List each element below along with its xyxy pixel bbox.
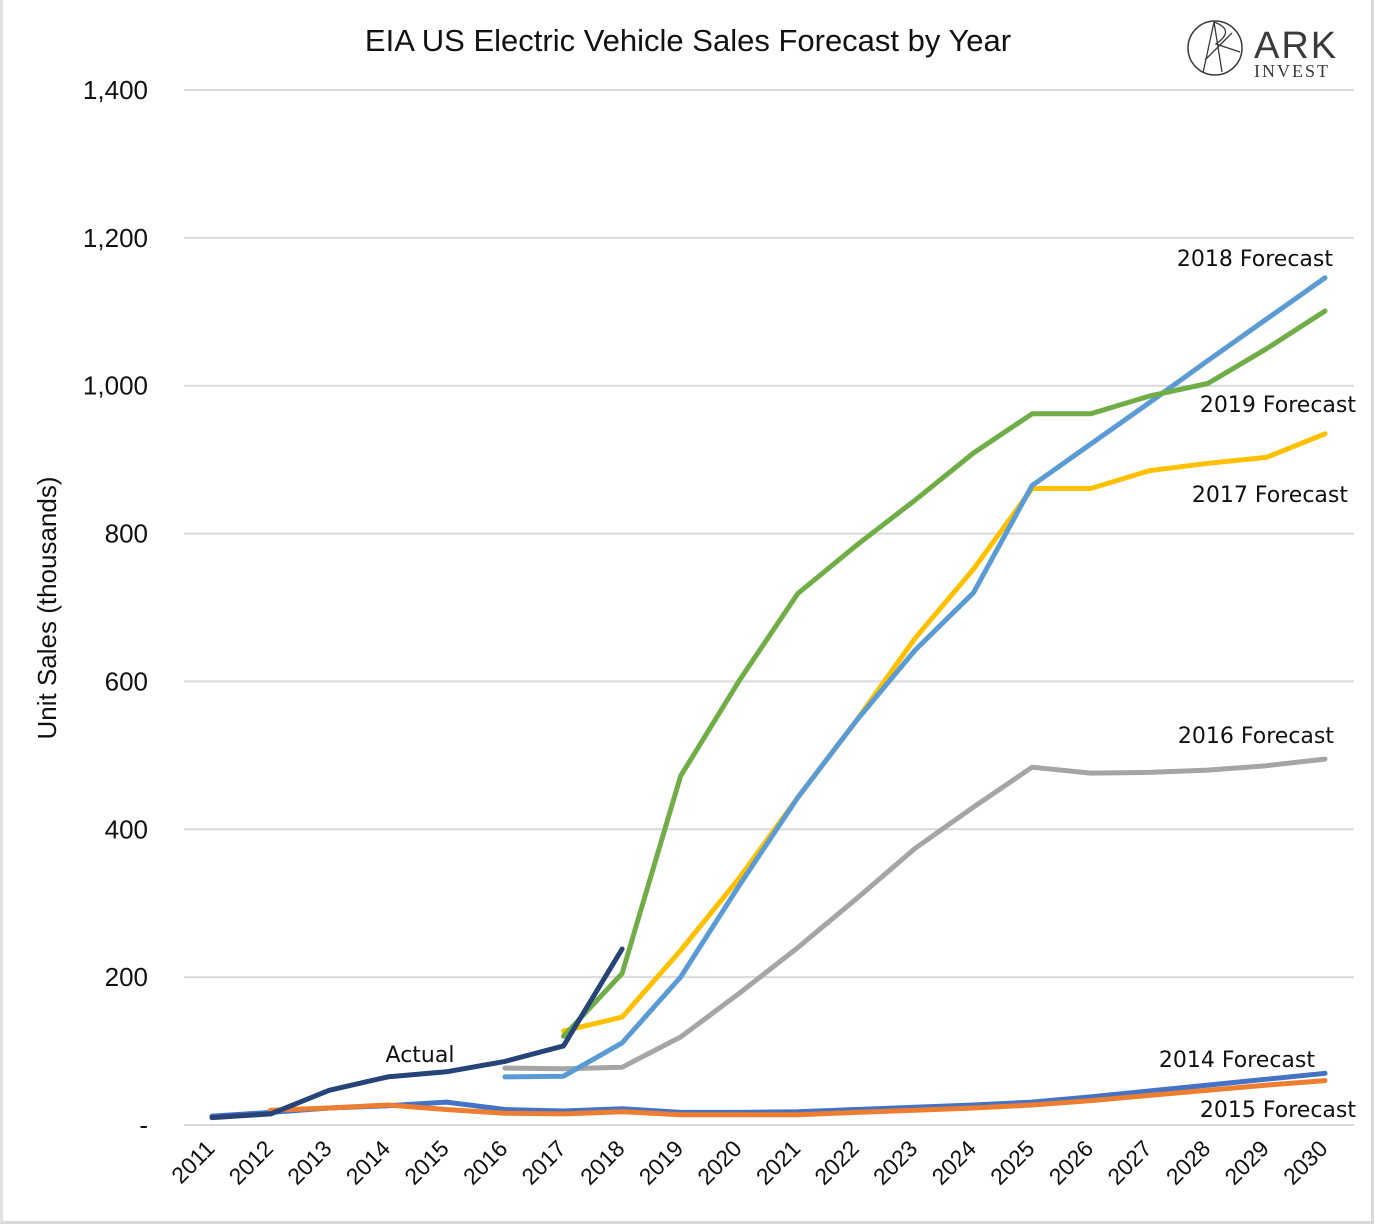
series-line-2019-forecast: [561, 308, 1328, 1039]
y-tick-label: 800: [105, 519, 148, 549]
chart-title: EIA US Electric Vehicle Sales Forecast b…: [365, 23, 1011, 58]
series-line-2015-forecast: [268, 1078, 1328, 1118]
y-tick-label: 200: [105, 962, 148, 992]
y-axis-label: Unit Sales (thousands): [32, 476, 62, 739]
x-tick-label: 2012: [224, 1135, 279, 1190]
label-2014-forecast: 2014 Forecast: [1159, 1048, 1315, 1073]
x-tick-label: 2015: [399, 1135, 454, 1190]
logo-sub: INVEST: [1254, 61, 1330, 81]
y-axis-ticks: - 200 400 600 800 1,000 1,200 1,400: [83, 75, 148, 1140]
label-2017-forecast: 2017 Forecast: [1192, 483, 1348, 508]
x-tick-label: 2018: [575, 1135, 630, 1190]
label-2018-forecast: 2018 Forecast: [1177, 247, 1333, 272]
gridlines: [184, 89, 1354, 1126]
y-tick-label: 400: [105, 814, 148, 844]
x-tick-label: 2013: [282, 1135, 337, 1190]
x-tick-label: 2011: [166, 1135, 219, 1188]
x-tick-label: 2026: [1044, 1135, 1099, 1190]
x-tick-label: 2020: [692, 1135, 747, 1190]
y-tick-label: 1,200: [83, 223, 148, 253]
series-line-2016-forecast: [502, 756, 1328, 1072]
x-tick-label: 2019: [634, 1135, 689, 1190]
series-labels: 2018 Forecast 2019 Forecast 2017 Forecas…: [386, 247, 1357, 1123]
y-tick-label: 1,400: [83, 75, 148, 105]
ark-logo-mark-icon: [1187, 20, 1243, 76]
label-2015-forecast: 2015 Forecast: [1200, 1098, 1356, 1123]
x-tick-label: 2023: [868, 1135, 923, 1190]
x-tick-label: 2017: [516, 1135, 571, 1190]
x-tick-label: 2029: [1219, 1135, 1274, 1190]
series-line-2017-forecast: [561, 431, 1328, 1034]
x-tick-label: 2016: [458, 1135, 513, 1190]
x-tick-label: 2025: [985, 1135, 1040, 1190]
y-tick-label: 600: [105, 666, 148, 696]
series-line-2018-forecast: [502, 275, 1328, 1080]
label-2016-forecast: 2016 Forecast: [1178, 724, 1334, 749]
x-tick-label: 2024: [926, 1135, 981, 1190]
label-2019-forecast: 2019 Forecast: [1200, 393, 1356, 418]
ark-invest-logo: ARK INVEST: [1187, 20, 1338, 81]
x-tick-label: 2022: [809, 1135, 864, 1190]
x-tick-label: 2021: [751, 1135, 806, 1190]
x-axis-ticks: 2011 2012 2013 2014 2015 2016 2017 2018 2019 2020…: [166, 1135, 1332, 1190]
x-tick-label: 2028: [1161, 1135, 1216, 1190]
x-tick-label: 2030: [1278, 1135, 1333, 1190]
series-lines: [209, 275, 1328, 1121]
label-actual: Actual: [386, 1043, 455, 1068]
x-tick-label: 2014: [341, 1135, 396, 1190]
y-tick-label: 1,000: [83, 371, 148, 401]
x-tick-label: 2027: [1102, 1135, 1157, 1190]
logo-brand: ARK: [1254, 25, 1338, 67]
series-line-actual: [209, 946, 625, 1121]
y-tick-label: -: [139, 1110, 148, 1140]
